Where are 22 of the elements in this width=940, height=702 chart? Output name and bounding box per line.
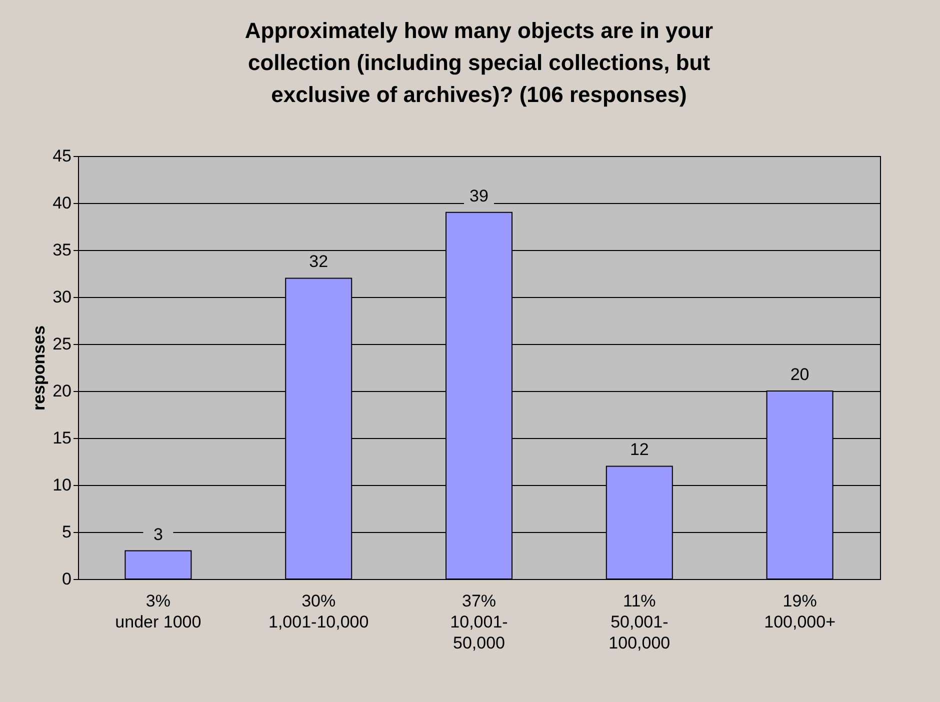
y-tick-label: 45 — [52, 146, 72, 166]
y-tick-label: 20 — [52, 382, 72, 400]
x-tick-label: 30% 1,001-10,000 — [268, 592, 369, 632]
data-label: 3 — [153, 524, 163, 544]
data-label: 32 — [309, 252, 328, 272]
y-tick-label: 40 — [52, 194, 72, 212]
chart-title: Approximately how many objects are in your collection (including special collections, but exclusive of archives)? (106 responses) — [244, 18, 714, 107]
x-tick-label: 3% under 1000 — [115, 592, 202, 632]
data-label: 39 — [470, 186, 488, 206]
x-tick-label: 11% 50,001- 100,000 — [608, 592, 670, 652]
y-tick-label: 30 — [52, 288, 72, 306]
y-tick-label: 5 — [62, 522, 72, 542]
x-tick-label: 37% 10,001- 50,000 — [450, 592, 508, 652]
y-tick-label: 15 — [52, 428, 72, 448]
data-label: 20 — [790, 365, 810, 384]
y-tick-label: 10 — [52, 476, 72, 494]
x-tick-label: 19% 100,000+ — [764, 592, 836, 632]
data-label: 12 — [630, 440, 649, 460]
y-tick-label: 35 — [52, 240, 72, 260]
y-tick-label: 0 — [62, 570, 72, 588]
y-tick-label: 25 — [52, 334, 72, 354]
y-axis-title: responses — [30, 325, 49, 411]
